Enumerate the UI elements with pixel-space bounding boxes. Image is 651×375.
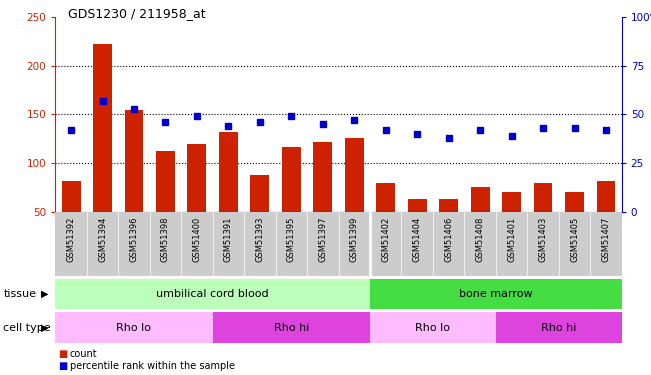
Bar [187,144,206,212]
Text: GSM51391: GSM51391 [224,217,233,262]
Text: tissue: tissue [3,289,36,299]
Bar [55,312,213,343]
Text: percentile rank within the sample: percentile rank within the sample [70,361,234,370]
Text: bone marrow: bone marrow [459,289,533,299]
Text: GSM51405: GSM51405 [570,217,579,262]
Bar [219,132,238,212]
Bar [370,279,622,309]
Bar [213,312,370,343]
Text: GDS1230 / 211958_at: GDS1230 / 211958_at [68,8,206,21]
Bar [124,110,143,212]
Text: ▶: ▶ [41,323,49,333]
Text: GSM51399: GSM51399 [350,217,359,262]
Text: GSM51406: GSM51406 [444,217,453,262]
Text: Rho hi: Rho hi [273,323,309,333]
Bar [313,142,332,212]
Bar [62,181,81,212]
Text: cell type: cell type [3,323,51,333]
Bar [55,279,370,309]
Text: GSM51401: GSM51401 [507,217,516,262]
Text: GSM51395: GSM51395 [287,217,296,262]
Bar [345,138,364,212]
Bar [496,312,622,343]
Text: ■: ■ [59,350,68,359]
Text: GSM51397: GSM51397 [318,217,327,262]
Bar [370,312,496,343]
Text: GSM51392: GSM51392 [66,217,76,262]
Text: Rho lo: Rho lo [415,323,450,333]
Text: ■: ■ [59,361,68,370]
Bar [439,199,458,212]
Bar [282,147,301,212]
Text: Rho hi: Rho hi [541,323,577,333]
Text: ▶: ▶ [41,289,49,299]
Text: GSM51403: GSM51403 [538,217,547,262]
Bar [376,183,395,212]
Bar [251,175,270,212]
Text: Rho lo: Rho lo [117,323,152,333]
Text: GSM51404: GSM51404 [413,217,422,262]
Bar [156,152,175,212]
Bar [596,181,615,212]
Bar [534,183,553,212]
Text: umbilical cord blood: umbilical cord blood [156,289,269,299]
Text: count: count [70,350,97,359]
Text: GSM51408: GSM51408 [476,217,484,262]
Bar [502,192,521,212]
Bar [93,44,112,212]
Text: GSM51407: GSM51407 [602,217,611,262]
Bar [408,199,426,212]
Bar [565,192,584,212]
Bar [471,186,490,212]
Text: GSM51394: GSM51394 [98,217,107,262]
Text: GSM51400: GSM51400 [193,217,201,262]
Text: GSM51393: GSM51393 [255,217,264,262]
Text: GSM51398: GSM51398 [161,217,170,262]
Text: GSM51402: GSM51402 [381,217,390,262]
Text: GSM51396: GSM51396 [130,217,139,262]
